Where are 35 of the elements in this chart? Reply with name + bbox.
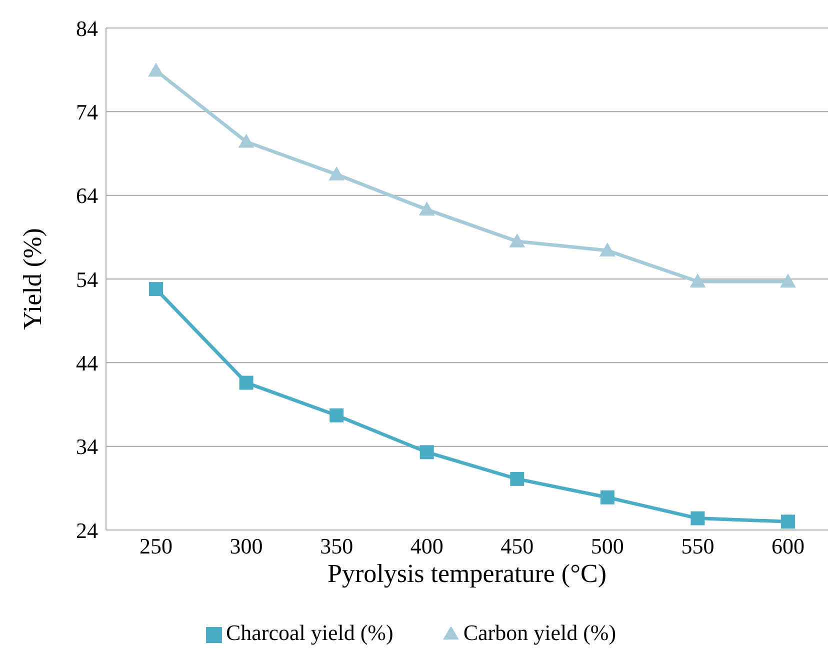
x-tick-label: 450 bbox=[500, 534, 534, 559]
point bbox=[600, 490, 614, 504]
point bbox=[780, 274, 796, 288]
point bbox=[239, 376, 254, 390]
point bbox=[781, 514, 795, 529]
point bbox=[509, 233, 526, 248]
point bbox=[148, 62, 164, 77]
y-tick-label: 24 bbox=[76, 518, 98, 543]
y-tick-label: 34 bbox=[76, 434, 98, 460]
y-tick-label: 84 bbox=[76, 16, 98, 41]
x-tick-label: 300 bbox=[230, 534, 263, 559]
y-tick-label: 54 bbox=[76, 266, 98, 292]
legend-label: Carbon yield (%) bbox=[463, 620, 616, 645]
x-axis-title: Pyrolysis temperature (°C) bbox=[327, 559, 607, 588]
x-tick-label: 350 bbox=[320, 534, 354, 559]
point bbox=[328, 166, 345, 180]
point bbox=[599, 242, 616, 257]
point bbox=[418, 202, 435, 216]
point bbox=[238, 134, 254, 148]
legend-label: Charcoal yield (%) bbox=[226, 620, 394, 645]
point bbox=[510, 472, 524, 486]
y-axis-title: Yield (%) bbox=[18, 228, 48, 330]
point bbox=[420, 445, 434, 460]
x-tick-label: 250 bbox=[140, 534, 172, 559]
x-tick-label: 550 bbox=[681, 534, 714, 559]
y-tick-label: 44 bbox=[76, 350, 98, 376]
x-tick-label: 500 bbox=[590, 534, 624, 559]
point bbox=[690, 511, 705, 526]
point bbox=[149, 282, 163, 296]
y-tick-label: 74 bbox=[76, 99, 98, 124]
point bbox=[690, 274, 706, 288]
x-tick-label: 600 bbox=[772, 534, 804, 559]
y-tick-label: 64 bbox=[76, 183, 98, 208]
point bbox=[330, 408, 344, 422]
x-tick-label: 400 bbox=[410, 534, 444, 559]
